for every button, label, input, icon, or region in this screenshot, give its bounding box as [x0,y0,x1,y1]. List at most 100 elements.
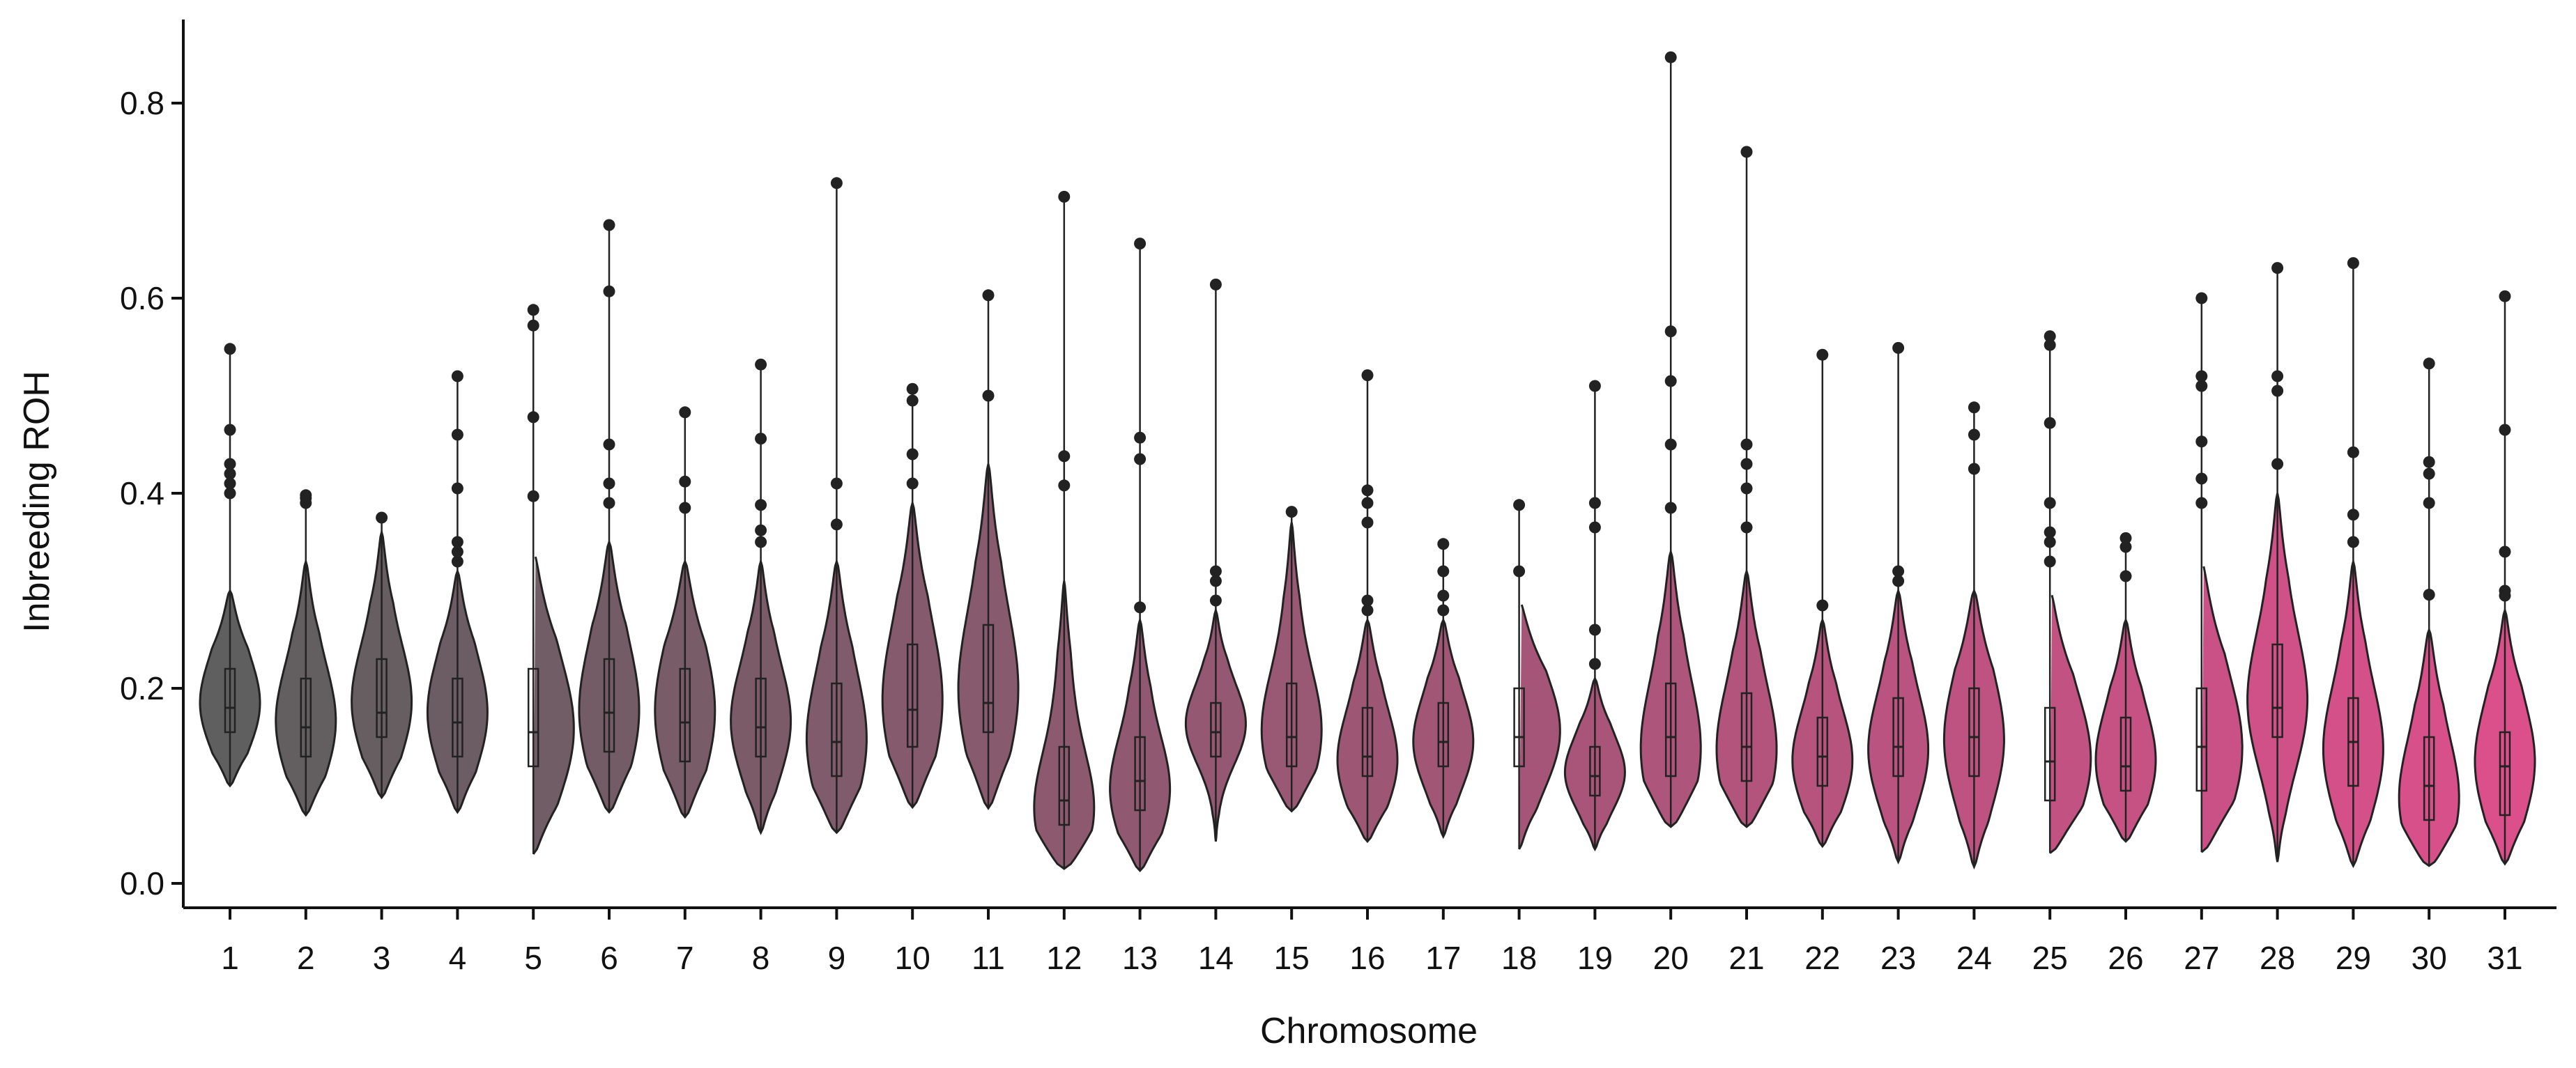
x-tick-label: 27 [2184,940,2219,976]
outlier-point [1209,594,1222,607]
outlier-point [1361,497,1374,509]
iqr-box [2044,706,2056,802]
outlier-point [2423,456,2435,468]
outlier-point [2195,497,2208,509]
outlier-point [906,382,919,395]
outlier-point [1209,575,1222,587]
iqr-box [603,658,615,753]
violin-chromosome-20 [1639,51,1702,828]
outlier-point [451,555,463,568]
x-tick-label: 8 [752,940,770,976]
iqr-box [1816,716,1829,787]
plot-area [199,51,2536,873]
iqr-box [2499,731,2511,817]
outlier-point [2119,532,2132,544]
x-tick-label: 18 [1501,940,1537,976]
outlier-point [2347,446,2359,458]
violin-chromosome-21 [1715,146,1778,828]
outlier-point [376,511,388,524]
outlier-point [906,394,919,407]
outlier-point [527,411,539,424]
outlier-point [1361,604,1374,617]
outlier-point [755,433,767,445]
violin-body [2200,566,2244,853]
iqr-box [906,643,919,748]
outlier-point [982,389,995,402]
outlier-point [1588,624,1601,636]
x-tick-label: 22 [1804,940,1840,976]
iqr-box [1968,687,1980,777]
outlier-point [1058,190,1071,203]
violin-chromosome-30 [2398,357,2460,867]
outlier-point [2044,526,2056,539]
outlier-point [2423,467,2435,480]
violin-chromosome-5 [527,304,575,855]
iqr-box [2423,736,2435,821]
iqr-box [1892,697,1904,777]
x-tick-label: 31 [2487,940,2522,976]
outlier-point [1058,479,1071,492]
outlier-point [300,489,312,502]
outlier-point [603,219,615,231]
x-tick-label: 21 [1728,940,1764,976]
outlier-point [1058,450,1071,463]
violin-chromosome-11 [957,289,1020,810]
outlier-point [1740,146,1753,158]
outlier-point [1740,521,1753,534]
violin-chromosome-28 [2246,262,2309,862]
x-tick-label: 5 [524,940,542,976]
iqr-box [452,677,463,758]
outlier-point [2347,509,2359,521]
y-axis-title: Inbreeding ROH [17,371,57,633]
x-tick-label: 29 [2336,940,2371,976]
outlier-point [451,536,463,548]
x-tick-label: 7 [676,940,694,976]
x-tick-label: 15 [1274,940,1310,976]
iqr-box [982,624,995,734]
outlier-point [2044,497,2056,509]
outlier-point [603,497,615,509]
outlier-point [679,406,691,419]
outlier-point [2195,472,2208,485]
iqr-box [1134,736,1146,812]
x-tick-label: 17 [1425,940,1461,976]
outlier-point [2044,555,2056,568]
outlier-point [1892,565,1905,578]
outlier-point [830,518,843,531]
outlier-point [1816,599,1829,612]
y-tick-label: 0.4 [120,475,164,511]
violin-chromosome-10 [881,382,944,810]
x-tick-label: 30 [2412,940,2447,976]
iqr-box [1058,745,1071,826]
iqr-box [1210,702,1222,758]
violin-chromosome-24 [1942,401,2005,870]
violin-chromosome-18 [1513,499,1561,850]
iqr-box [679,667,691,763]
violin-chromosome-25 [2044,330,2092,854]
outlier-point [603,438,615,451]
outlier-point [1740,458,1753,470]
outlier-point [451,545,463,558]
outlier-point [2499,585,2511,597]
y-tick-label: 0.8 [120,85,164,121]
violin-chromosome-15 [1260,506,1323,813]
outlier-point [224,424,236,436]
x-tick-label: 20 [1653,940,1689,976]
outlier-point [1361,594,1374,607]
outlier-point [1740,438,1753,451]
outlier-point [2271,385,2284,397]
iqr-box [1285,682,1298,768]
outlier-point [2044,330,2056,343]
x-tick-label: 24 [1956,940,1992,976]
outlier-point [224,487,236,500]
iqr-box [1740,692,1753,782]
outlier-point [224,343,236,355]
iqr-box [224,667,236,734]
outlier-point [830,177,843,189]
outlier-point [2119,541,2132,553]
x-tick-label: 1 [221,940,239,976]
outlier-point [603,285,615,297]
outlier-point [1437,604,1450,617]
violin-chromosome-1 [199,343,261,788]
